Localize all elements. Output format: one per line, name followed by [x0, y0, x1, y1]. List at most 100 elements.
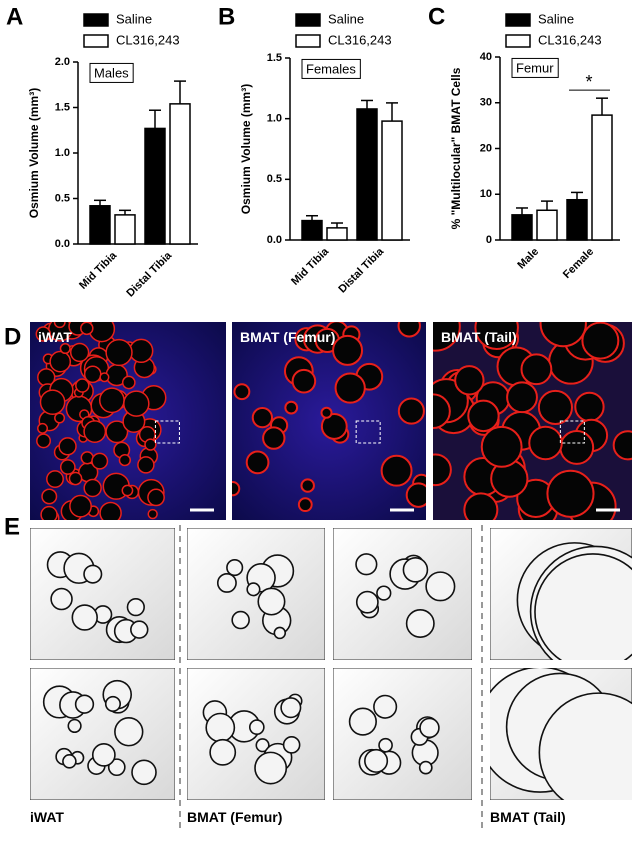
- cell: [35, 326, 52, 342]
- cell: [463, 492, 499, 520]
- box-label: Males: [94, 65, 129, 80]
- cell: [534, 553, 632, 660]
- cell: [99, 501, 122, 520]
- cell: [378, 737, 393, 753]
- cell: [254, 751, 288, 785]
- cell: [348, 707, 377, 736]
- x-tick-label: Female: [561, 246, 596, 281]
- cell: [454, 365, 485, 396]
- cell: [114, 717, 144, 747]
- image-label: BMAT (Femur): [240, 329, 335, 345]
- cell: [83, 478, 102, 498]
- bar: [114, 214, 136, 245]
- cell: [58, 437, 77, 456]
- cell: [291, 368, 317, 394]
- cell: [419, 717, 440, 739]
- zoom-image: [333, 528, 472, 660]
- legend-label: CL316,243: [538, 32, 602, 47]
- bar: [381, 120, 403, 241]
- box-frame: [511, 57, 559, 78]
- bar: [591, 114, 613, 241]
- cell: [69, 342, 90, 363]
- cell: [118, 454, 131, 467]
- cell: [380, 454, 413, 487]
- zoom-box: [355, 420, 381, 444]
- cell: [255, 738, 270, 753]
- cell: [539, 322, 587, 348]
- cell: [59, 343, 71, 355]
- cell: [98, 387, 125, 414]
- bar: [326, 227, 348, 241]
- legend-swatch: [505, 34, 531, 48]
- cell: [226, 559, 244, 577]
- cell: [59, 459, 76, 475]
- cell: [105, 338, 133, 367]
- x-tick-label: Male: [515, 246, 541, 272]
- bar: [301, 219, 323, 241]
- cell: [67, 718, 82, 734]
- cell: [68, 471, 83, 486]
- cell: [107, 758, 126, 777]
- y-axis-label: % "Multilocular" BMAT Cells: [449, 67, 463, 229]
- zoom-image: [187, 668, 325, 800]
- legend-swatch: [83, 34, 109, 48]
- cell: [62, 754, 77, 769]
- cell: [559, 430, 595, 465]
- cell: [99, 372, 110, 383]
- image-label: BMAT (Tail): [441, 329, 517, 345]
- cell: [332, 334, 364, 366]
- cell: [546, 469, 595, 518]
- bar: [144, 127, 166, 245]
- box-frame: [301, 58, 361, 79]
- cell: [251, 406, 274, 429]
- cell: [123, 390, 150, 417]
- cell: [433, 322, 461, 352]
- y-tick-label: 40: [480, 51, 492, 63]
- cell: [273, 626, 287, 640]
- cell: [355, 553, 378, 576]
- cell: [147, 488, 165, 507]
- micrographs: iWAT BMAT (Femur) BMAT (Tail): [30, 322, 632, 520]
- y-tick-label: 0.0: [55, 238, 70, 250]
- zoom-box: [559, 420, 585, 444]
- cell: [104, 695, 122, 712]
- cell: [364, 748, 389, 773]
- y-tick-label: 10: [480, 188, 492, 200]
- cell: [257, 587, 286, 616]
- cell: [574, 391, 605, 423]
- cell: [91, 742, 116, 767]
- cell: [320, 412, 348, 440]
- y-tick-label: 20: [480, 142, 492, 154]
- y-axis-label: Osmium Volume (mm³): [239, 84, 253, 214]
- cell: [126, 597, 145, 617]
- cell: [231, 610, 250, 630]
- cell: [246, 582, 261, 597]
- cell: [581, 322, 620, 360]
- y-tick-label: 0.0: [267, 234, 282, 246]
- cell: [373, 694, 398, 719]
- cell: [425, 571, 456, 602]
- legend-swatch: [295, 34, 321, 48]
- cell: [37, 422, 49, 434]
- cell: [39, 389, 66, 416]
- y-tick-label: 30: [480, 97, 492, 109]
- bar: [566, 198, 588, 241]
- annotation: *: [585, 72, 592, 92]
- cell: [83, 420, 107, 443]
- panel-letter: B: [218, 3, 235, 30]
- cell: [75, 378, 90, 393]
- cell: [402, 556, 429, 583]
- cell: [130, 620, 149, 639]
- cell: [74, 694, 95, 714]
- y-tick-label: 0: [486, 234, 492, 246]
- legend-swatch: [83, 13, 109, 27]
- legend-label: Saline: [116, 11, 152, 26]
- cell: [284, 400, 299, 415]
- x-tick-label: Distal Tibia: [124, 249, 174, 299]
- legend-label: CL316,243: [328, 32, 392, 47]
- x-tick-label: Mid Tibia: [77, 249, 120, 292]
- cell: [80, 322, 94, 336]
- panel-letter: C: [428, 3, 445, 30]
- image-label: iWAT: [38, 329, 72, 345]
- legend-label: CL316,243: [116, 32, 180, 47]
